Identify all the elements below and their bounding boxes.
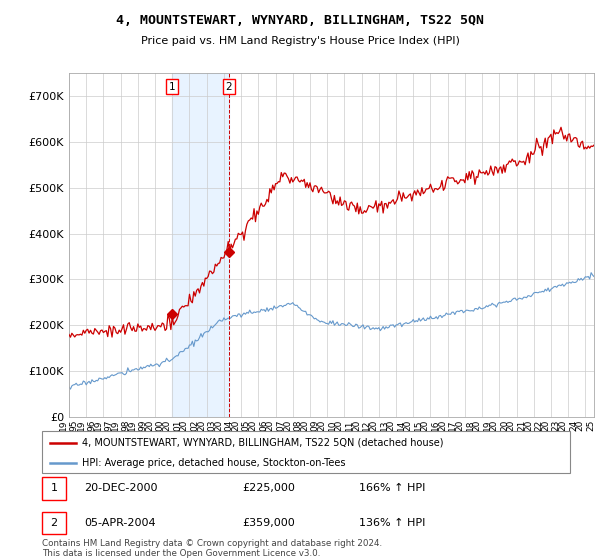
Text: Price paid vs. HM Land Registry's House Price Index (HPI): Price paid vs. HM Land Registry's House … — [140, 36, 460, 46]
Text: 136% ↑ HPI: 136% ↑ HPI — [359, 518, 425, 528]
Text: 4, MOUNTSTEWART, WYNYARD, BILLINGHAM, TS22 5QN: 4, MOUNTSTEWART, WYNYARD, BILLINGHAM, TS… — [116, 14, 484, 27]
Text: HPI: Average price, detached house, Stockton-on-Tees: HPI: Average price, detached house, Stoc… — [82, 458, 345, 468]
Text: 20-DEC-2000: 20-DEC-2000 — [84, 483, 158, 493]
Text: 05-APR-2004: 05-APR-2004 — [84, 518, 156, 528]
Bar — [42, 477, 66, 500]
Text: Contains HM Land Registry data © Crown copyright and database right 2024.
This d: Contains HM Land Registry data © Crown c… — [42, 539, 382, 558]
Text: £225,000: £225,000 — [242, 483, 296, 493]
Text: £359,000: £359,000 — [242, 518, 295, 528]
Text: 2: 2 — [50, 518, 58, 528]
Text: 1: 1 — [169, 82, 176, 92]
Bar — [42, 512, 66, 534]
Text: 2: 2 — [226, 82, 232, 92]
Bar — [172, 73, 229, 417]
Text: 1: 1 — [50, 483, 58, 493]
Text: 4, MOUNTSTEWART, WYNYARD, BILLINGHAM, TS22 5QN (detached house): 4, MOUNTSTEWART, WYNYARD, BILLINGHAM, TS… — [82, 438, 443, 448]
Text: 166% ↑ HPI: 166% ↑ HPI — [359, 483, 425, 493]
